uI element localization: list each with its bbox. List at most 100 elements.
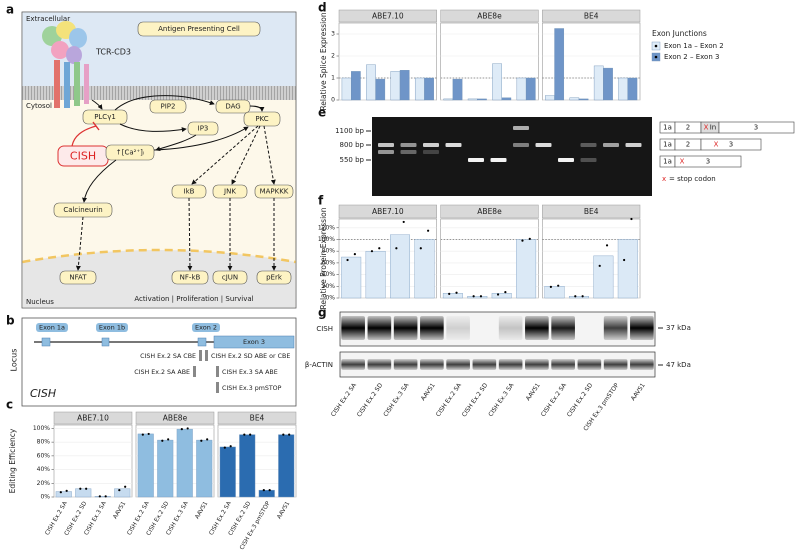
legend-dot bbox=[654, 44, 658, 48]
blot-frame bbox=[339, 311, 656, 347]
x-tick-label: CISH Ex.3 SA bbox=[166, 501, 190, 537]
bar bbox=[55, 491, 72, 498]
blot-band bbox=[525, 359, 549, 370]
node-box bbox=[243, 111, 281, 127]
guide-label: CISH Ex.2 SD ABE or CBE bbox=[211, 353, 290, 360]
blot-band bbox=[472, 359, 497, 370]
exon-box bbox=[718, 121, 795, 134]
replicate-point bbox=[378, 247, 381, 250]
blot-band bbox=[603, 316, 628, 340]
y-tick-label: 100% bbox=[318, 236, 335, 243]
bar bbox=[569, 97, 580, 101]
arrow bbox=[114, 95, 215, 111]
bar bbox=[525, 77, 536, 101]
bar bbox=[467, 296, 488, 299]
y-tick-label: 2 bbox=[331, 53, 335, 60]
lane-label: CISH Ex.2 SD bbox=[566, 382, 595, 419]
facet-title: ABE7.10 bbox=[77, 414, 109, 423]
gel-band bbox=[625, 143, 642, 147]
bar bbox=[617, 239, 638, 299]
node-box bbox=[59, 270, 97, 285]
blot-label: β-ACTIN bbox=[305, 361, 333, 369]
node-label: pErk bbox=[266, 274, 283, 282]
replicate-point bbox=[479, 295, 483, 298]
replicate-point bbox=[521, 239, 524, 242]
bar bbox=[351, 71, 361, 101]
bar bbox=[491, 293, 512, 299]
y-tick-label: 0% bbox=[325, 295, 335, 302]
facet-strip bbox=[440, 9, 539, 23]
exon-box bbox=[674, 155, 742, 168]
blot-band bbox=[393, 359, 418, 370]
facet-strip bbox=[135, 411, 215, 425]
node-label: IP3 bbox=[198, 125, 209, 133]
exon-tag bbox=[192, 323, 220, 332]
nuclear-envelope bbox=[22, 248, 296, 264]
y-tick-label: 0 bbox=[331, 97, 335, 104]
replicate-point bbox=[243, 433, 246, 436]
y-tick-label: 40% bbox=[322, 271, 336, 278]
bar bbox=[176, 428, 193, 498]
facet-strip bbox=[217, 411, 297, 425]
bar bbox=[516, 239, 537, 299]
facet-title: BE4 bbox=[584, 207, 599, 216]
replicate-point bbox=[223, 446, 226, 449]
blot-band bbox=[577, 359, 602, 370]
bar bbox=[442, 293, 463, 299]
bar bbox=[477, 98, 487, 101]
guide-label: CISH Ex.2 SA ABE bbox=[134, 369, 190, 376]
facet-strip bbox=[542, 204, 641, 219]
bar bbox=[399, 70, 410, 101]
stop-mark: X bbox=[714, 141, 719, 149]
guide-label: CISH Ex.3 SA ABE bbox=[222, 369, 278, 376]
lane-label: AAVS1 bbox=[420, 382, 437, 402]
bar bbox=[258, 489, 275, 498]
bar bbox=[114, 488, 131, 498]
bar bbox=[390, 234, 411, 299]
bar bbox=[365, 250, 386, 299]
arrow bbox=[82, 159, 117, 203]
replicate-point bbox=[206, 438, 209, 441]
bar bbox=[414, 77, 425, 101]
gel-band bbox=[400, 150, 417, 154]
node-label: PIP2 bbox=[161, 103, 176, 111]
panel-letter: f bbox=[318, 194, 324, 208]
node-label: PLCγ1 bbox=[94, 113, 116, 121]
blot-band bbox=[420, 359, 444, 370]
replicate-point bbox=[167, 438, 170, 441]
y-tick-label: 80% bbox=[322, 248, 336, 255]
node-label: Antigen Presenting Cell bbox=[158, 25, 240, 33]
replicate-point bbox=[557, 284, 560, 287]
y-tick-label: 100% bbox=[33, 425, 50, 432]
panel-letter: c bbox=[6, 398, 13, 412]
arrow bbox=[231, 125, 261, 185]
gel-band bbox=[535, 143, 552, 147]
blot-band bbox=[551, 316, 575, 340]
blot-band bbox=[630, 359, 654, 370]
tcr-tm bbox=[54, 60, 60, 108]
node-label: cJUN bbox=[222, 274, 238, 282]
tcr-subunit bbox=[51, 41, 69, 59]
gene-label: CISH bbox=[30, 387, 56, 400]
bar bbox=[627, 77, 638, 101]
replicate-point bbox=[402, 220, 405, 224]
bar bbox=[94, 496, 111, 498]
replicate-point bbox=[249, 433, 252, 436]
y-tick-label: 80% bbox=[37, 439, 51, 446]
node-label: PKC bbox=[255, 115, 268, 123]
node-box bbox=[171, 270, 209, 285]
membrane bbox=[22, 86, 296, 100]
bar bbox=[137, 433, 154, 498]
nucleus-region bbox=[22, 250, 296, 308]
blot-band bbox=[420, 316, 444, 340]
bar bbox=[554, 28, 565, 101]
bar bbox=[618, 77, 628, 101]
exon-label: 3 bbox=[754, 124, 758, 132]
node-label: TCR-CD3 bbox=[95, 48, 131, 57]
node-box bbox=[149, 99, 187, 114]
panel-letter: d bbox=[318, 1, 327, 15]
replicate-point bbox=[455, 291, 458, 294]
lane-label: AAVS1 bbox=[525, 382, 542, 402]
panel-letter: e bbox=[318, 106, 326, 120]
